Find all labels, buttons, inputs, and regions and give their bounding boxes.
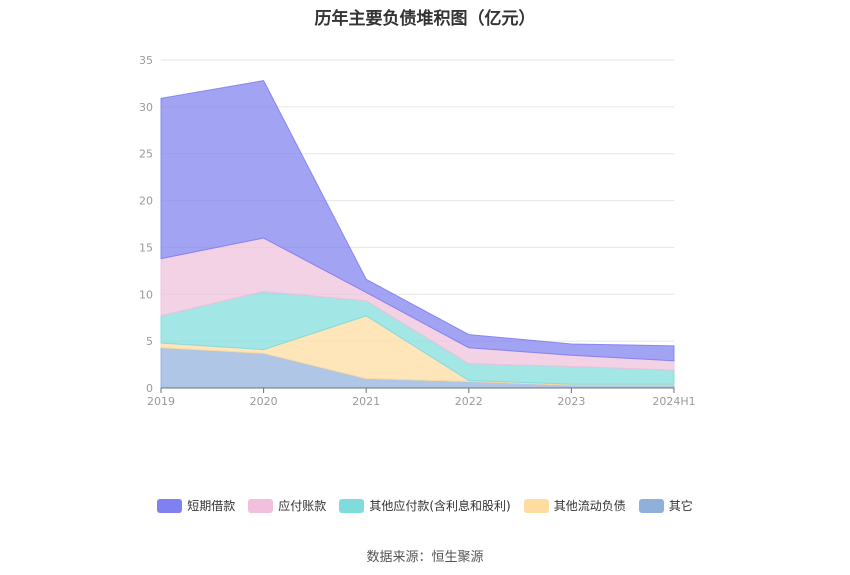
x-tick-label: 2022 <box>455 395 483 408</box>
legend-item[interactable]: 应付账款 <box>248 497 326 514</box>
legend-swatch <box>339 498 365 513</box>
y-tick-label: 5 <box>146 335 153 348</box>
legend-swatch <box>157 498 183 513</box>
y-tick-label: 10 <box>139 288 153 301</box>
x-tick-label: 2023 <box>557 395 585 408</box>
legend: 短期借款 应付账款 其他应付款(含利息和股利) 其他流动负债 其它 <box>0 497 850 514</box>
y-tick-label: 30 <box>139 101 153 114</box>
legend-item[interactable]: 短期借款 <box>157 497 235 514</box>
x-tick-label: 2019 <box>147 395 175 408</box>
legend-label: 其他应付款(含利息和股利) <box>369 499 511 513</box>
legend-label: 其他流动负债 <box>553 499 626 513</box>
area-layer <box>160 80 675 389</box>
y-tick-label: 20 <box>139 195 153 208</box>
legend-swatch <box>248 498 274 513</box>
legend-item[interactable]: 其他应付款(含利息和股利) <box>339 497 511 514</box>
legend-label: 应付账款 <box>278 499 327 513</box>
stacked-area-chart: 0 5 10 15 20 25 30 35 2019 2020 2021 2022 2023 2024H1 <box>139 54 696 408</box>
legend-item[interactable]: 其它 <box>638 497 693 514</box>
legend-swatch <box>523 498 549 513</box>
series-area <box>160 80 675 362</box>
chart-title: 历年主要负债堆积图（亿元） <box>314 9 536 29</box>
legend-label: 其它 <box>668 499 693 513</box>
legend-item[interactable]: 其他流动负债 <box>523 497 626 514</box>
x-tick-label: 2020 <box>250 395 278 408</box>
axis-layer: 0 5 10 15 20 25 30 35 2019 2020 2021 2022 2023 2024H1 <box>139 54 696 408</box>
x-tick-label: 2021 <box>352 395 380 408</box>
y-tick-label: 0 <box>146 382 153 395</box>
source-note: 数据来源：恒生聚源 <box>366 550 484 565</box>
x-tick-label: 2024H1 <box>652 395 695 408</box>
y-tick-label: 15 <box>139 241 153 254</box>
legend-swatch <box>638 498 664 513</box>
y-tick-label: 35 <box>139 54 153 67</box>
legend-label: 短期借款 <box>187 499 236 513</box>
y-tick-label: 25 <box>139 148 153 161</box>
